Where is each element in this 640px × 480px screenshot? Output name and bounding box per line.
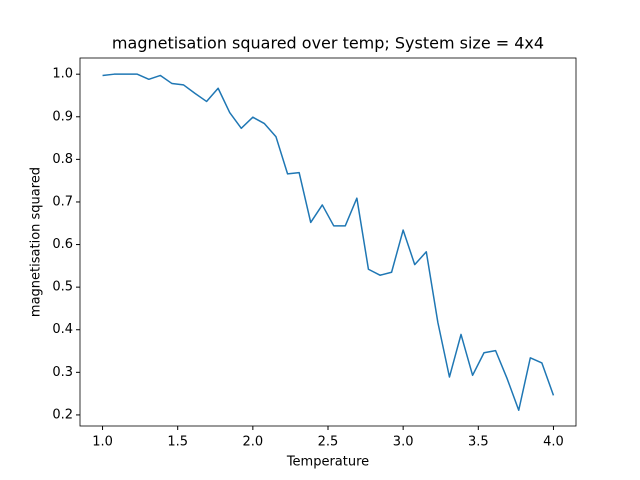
x-tick-label: 2.5 (318, 435, 339, 450)
chart-title: magnetisation squared over temp; System … (112, 34, 544, 53)
y-tick-label: 0.5 (52, 280, 73, 295)
y-axis-label: magnetisation squared (29, 167, 44, 317)
data-line (102, 73, 555, 411)
x-tick-label: 3.5 (468, 435, 489, 450)
y-tick-label: 0.8 (52, 152, 73, 167)
y-tick-label: 0.3 (52, 365, 73, 380)
y-tick-label: 0.4 (52, 322, 73, 337)
x-tick-label: 1.0 (92, 435, 113, 450)
x-axis-label: Temperature (286, 455, 369, 470)
x-tick-label: 3.0 (393, 435, 414, 450)
x-tick-label: 2.0 (243, 435, 264, 450)
axes-frame (79, 57, 577, 427)
y-tick-label: 0.7 (52, 194, 73, 209)
y-tick-label: 1.0 (52, 67, 73, 82)
x-tick-label: 1.5 (167, 435, 188, 450)
x-tick-label: 4.0 (543, 435, 564, 450)
y-tick-label: 0.9 (52, 109, 73, 124)
y-tick-label: 0.2 (52, 407, 73, 422)
y-tick-label: 0.6 (52, 237, 73, 252)
